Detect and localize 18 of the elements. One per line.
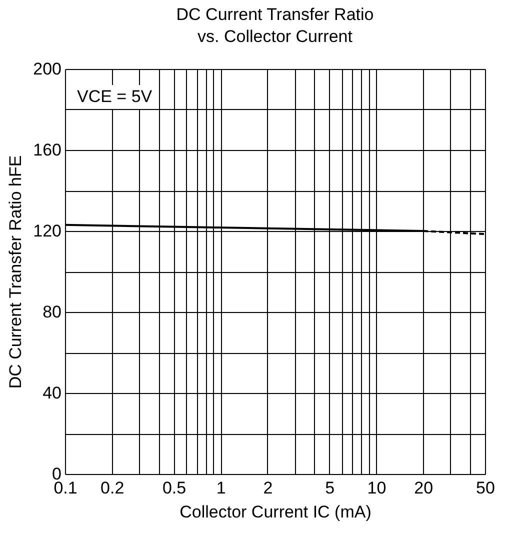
x-tick-label: 1 bbox=[216, 478, 226, 498]
y-tick-label: 160 bbox=[33, 140, 62, 160]
x-tick-label: 10 bbox=[367, 478, 386, 498]
x-tick-label: 20 bbox=[414, 478, 434, 498]
y-tick-label: 200 bbox=[33, 60, 62, 78]
y-tick-label: 80 bbox=[42, 302, 62, 322]
chart-title: DC Current Transfer Ratio vs. Collector Current bbox=[176, 5, 374, 46]
annotation: VCE = 5V bbox=[77, 87, 153, 106]
x-tick-label: 0.1 bbox=[54, 478, 78, 498]
x-axis-title: Collector Current IC (mA) bbox=[180, 502, 372, 522]
x-tick-label: 0.5 bbox=[162, 478, 186, 498]
x-tick-label: 0.2 bbox=[100, 478, 124, 498]
y-tick-label: 40 bbox=[42, 384, 62, 402]
x-tick-label: 2 bbox=[263, 478, 273, 498]
y-axis-title: DC Current Transfer Ratio hFE bbox=[6, 155, 26, 389]
x-tick-label: 5 bbox=[325, 478, 335, 498]
x-tick-label: 50 bbox=[476, 478, 495, 498]
y-tick-label: 120 bbox=[33, 222, 62, 240]
